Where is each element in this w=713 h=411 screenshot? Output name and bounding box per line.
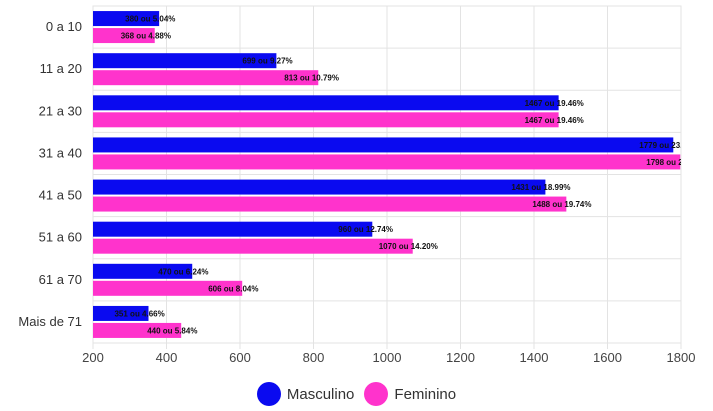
data-label: 1431 ou 18.99% (511, 183, 570, 192)
legend-swatch-feminino (364, 382, 389, 406)
bar-feminino-6[interactable] (93, 280, 243, 296)
x-tick-label-1800: 1800 (667, 350, 696, 365)
category-label: 11 a 20 (40, 61, 82, 76)
bar-masculino-1[interactable] (93, 53, 277, 69)
data-label: 699 ou 9.27% (242, 57, 292, 66)
bar-masculino-0[interactable] (93, 11, 160, 27)
bar-masculino-2[interactable] (93, 95, 559, 111)
x-tick-label-400: 400 (156, 350, 178, 365)
category-label: 31 a 40 (39, 145, 82, 160)
data-label: 1488 ou 19.74% (532, 200, 591, 209)
x-tick-label-1600: 1600 (593, 350, 622, 365)
data-label: 813 ou 10.79% (284, 74, 339, 83)
category-label: 51 a 60 (39, 230, 82, 245)
legend-swatch-masculino (256, 382, 281, 406)
legend-label-feminino: Feminino (394, 385, 457, 403)
data-label: 1779 ou 23.60 (639, 141, 692, 150)
legend-item-masculino[interactable]: Masculino (256, 382, 355, 406)
category-label: 21 a 30 (39, 103, 82, 118)
category-labels: 0 a 10 11 a 20 21 a 30 31 a 40 41 a 50 51 a 6… (18, 19, 82, 329)
data-label: 606 ou 8.04% (208, 284, 258, 293)
bar-feminino-4[interactable] (93, 196, 567, 212)
data-label: 470 ou 6.24% (158, 267, 208, 276)
bar-feminino-7[interactable] (93, 322, 182, 338)
bar-feminino-2[interactable] (93, 112, 559, 128)
x-tick-label-1200: 1200 (446, 350, 475, 365)
bar-feminino-3[interactable] (93, 154, 681, 170)
legend-label-masculino: Masculino (286, 385, 355, 403)
legend-item-feminino[interactable]: Feminino (364, 382, 456, 406)
legend: Masculino Feminino (0, 382, 713, 406)
category-label: 0 a 10 (46, 19, 82, 34)
bars (93, 11, 681, 338)
data-label: 351 ou 4.66% (114, 309, 164, 318)
bar-masculino-5[interactable] (93, 221, 373, 237)
x-tick-label-200: 200 (82, 350, 104, 365)
x-tick-label-600: 600 (229, 350, 251, 365)
x-tick-label-1400: 1400 (520, 350, 549, 365)
bar-feminino-1[interactable] (93, 70, 319, 86)
bar-masculino-4[interactable] (93, 179, 546, 195)
data-label: 1070 ou 14.20% (379, 242, 438, 251)
x-tick-label-800: 800 (303, 350, 325, 365)
category-label: 61 a 70 (39, 272, 82, 287)
data-labels: 380 ou 5.04% 368 ou 4.88% 699 ou 9.27% 813 … (114, 15, 694, 336)
category-label: Mais de 71 (18, 314, 82, 329)
data-label: 440 ou 5.84% (147, 326, 197, 335)
bar-masculino-7[interactable] (93, 305, 149, 321)
x-tick-label-1000: 1000 (373, 350, 402, 365)
bar-chart: 380 ou 5.04% 368 ou 4.88% 699 ou 9.27% 813 … (18, 5, 695, 365)
bar-masculino-6[interactable] (93, 263, 193, 279)
data-label: 1467 ou 19.46% (525, 99, 584, 108)
data-label: 960 ou 12.74% (338, 225, 393, 234)
grid (92, 5, 682, 349)
data-label: 368 ou 4.88% (121, 32, 171, 41)
bar-feminino-5[interactable] (93, 238, 413, 254)
data-label: 1798 ou 23.8 (646, 158, 694, 167)
data-label: 380 ou 5.04% (125, 15, 175, 24)
data-label: 1467 ou 19.46% (525, 116, 584, 125)
bar-feminino-0[interactable] (93, 28, 155, 44)
category-label: 41 a 50 (39, 188, 82, 203)
bar-masculino-3[interactable] (93, 137, 674, 153)
x-tick-labels: 200 400 600 800 1000 1200 1400 1600 1800 (82, 350, 695, 365)
